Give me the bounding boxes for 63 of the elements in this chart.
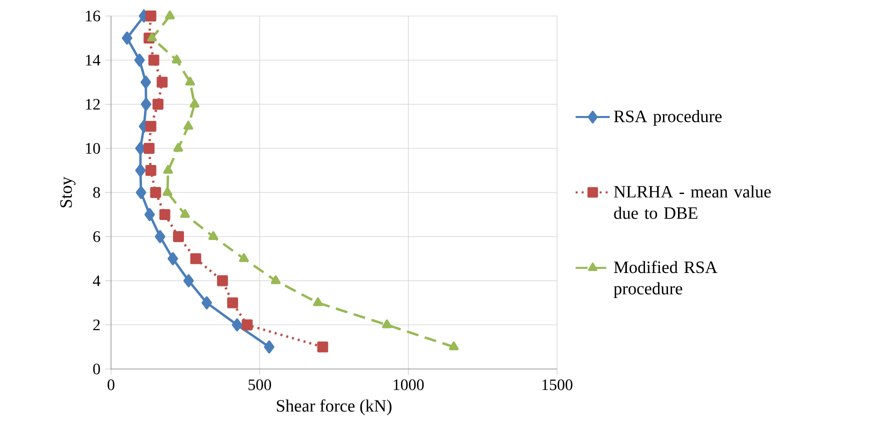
point: [164, 10, 175, 20]
point: [135, 142, 146, 155]
y-tick-label: 8: [93, 187, 100, 198]
y-tick-label: 0: [93, 364, 100, 374]
point: [172, 54, 182, 64]
point: [173, 231, 184, 242]
point: [163, 164, 173, 174]
y-tick-label: 10: [86, 142, 100, 154]
x-tick-label: 0: [108, 379, 114, 390]
point: [122, 32, 132, 45]
point: [147, 32, 157, 42]
x-tick-label: 1500: [542, 379, 572, 390]
y-tick-label: 16: [86, 10, 100, 22]
point: [208, 231, 218, 240]
legend-label: RSA procedure: [614, 110, 722, 126]
y-tick-label: 6: [93, 231, 100, 242]
legend-label: NLRHA - mean value due to DBE: [614, 185, 771, 219]
point: [217, 275, 228, 286]
point: [183, 274, 194, 288]
point: [148, 54, 160, 66]
point: [270, 275, 281, 284]
x-tick-label: 500: [248, 379, 272, 390]
point: [173, 142, 184, 152]
point: [159, 209, 170, 220]
point: [144, 142, 155, 154]
point: [136, 186, 146, 200]
point: [242, 319, 253, 330]
y-axis-title: Stoy: [60, 176, 76, 208]
point: [140, 98, 152, 111]
point: [185, 76, 195, 86]
point: [317, 341, 328, 352]
point: [168, 252, 178, 266]
point: [134, 54, 145, 67]
point: [190, 253, 202, 264]
y-tick-label: 12: [86, 98, 100, 110]
legend-label: Modified RSA procedure: [614, 260, 718, 298]
point: [190, 98, 200, 108]
point: [145, 120, 156, 132]
point: [232, 318, 242, 332]
point: [154, 230, 166, 244]
point: [135, 164, 146, 177]
point: [145, 164, 156, 176]
point: [382, 319, 392, 328]
point: [202, 296, 212, 310]
point: [150, 187, 162, 198]
x-tick-label: 1000: [394, 379, 424, 390]
point: [145, 10, 156, 22]
point: [180, 209, 190, 218]
point: [264, 340, 274, 354]
point: [144, 208, 155, 222]
y-tick-label: 2: [93, 320, 100, 330]
point: [162, 187, 172, 196]
point: [448, 341, 459, 350]
point: [239, 253, 249, 262]
point: [156, 76, 168, 88]
x-axis-title: Shear force (kN): [276, 399, 392, 416]
point: [183, 120, 194, 130]
point: [227, 297, 238, 308]
y-tick-label: 4: [92, 275, 100, 286]
y-tick-label: 14: [86, 54, 100, 66]
point: [140, 76, 151, 89]
point: [313, 297, 323, 306]
point: [152, 98, 164, 110]
